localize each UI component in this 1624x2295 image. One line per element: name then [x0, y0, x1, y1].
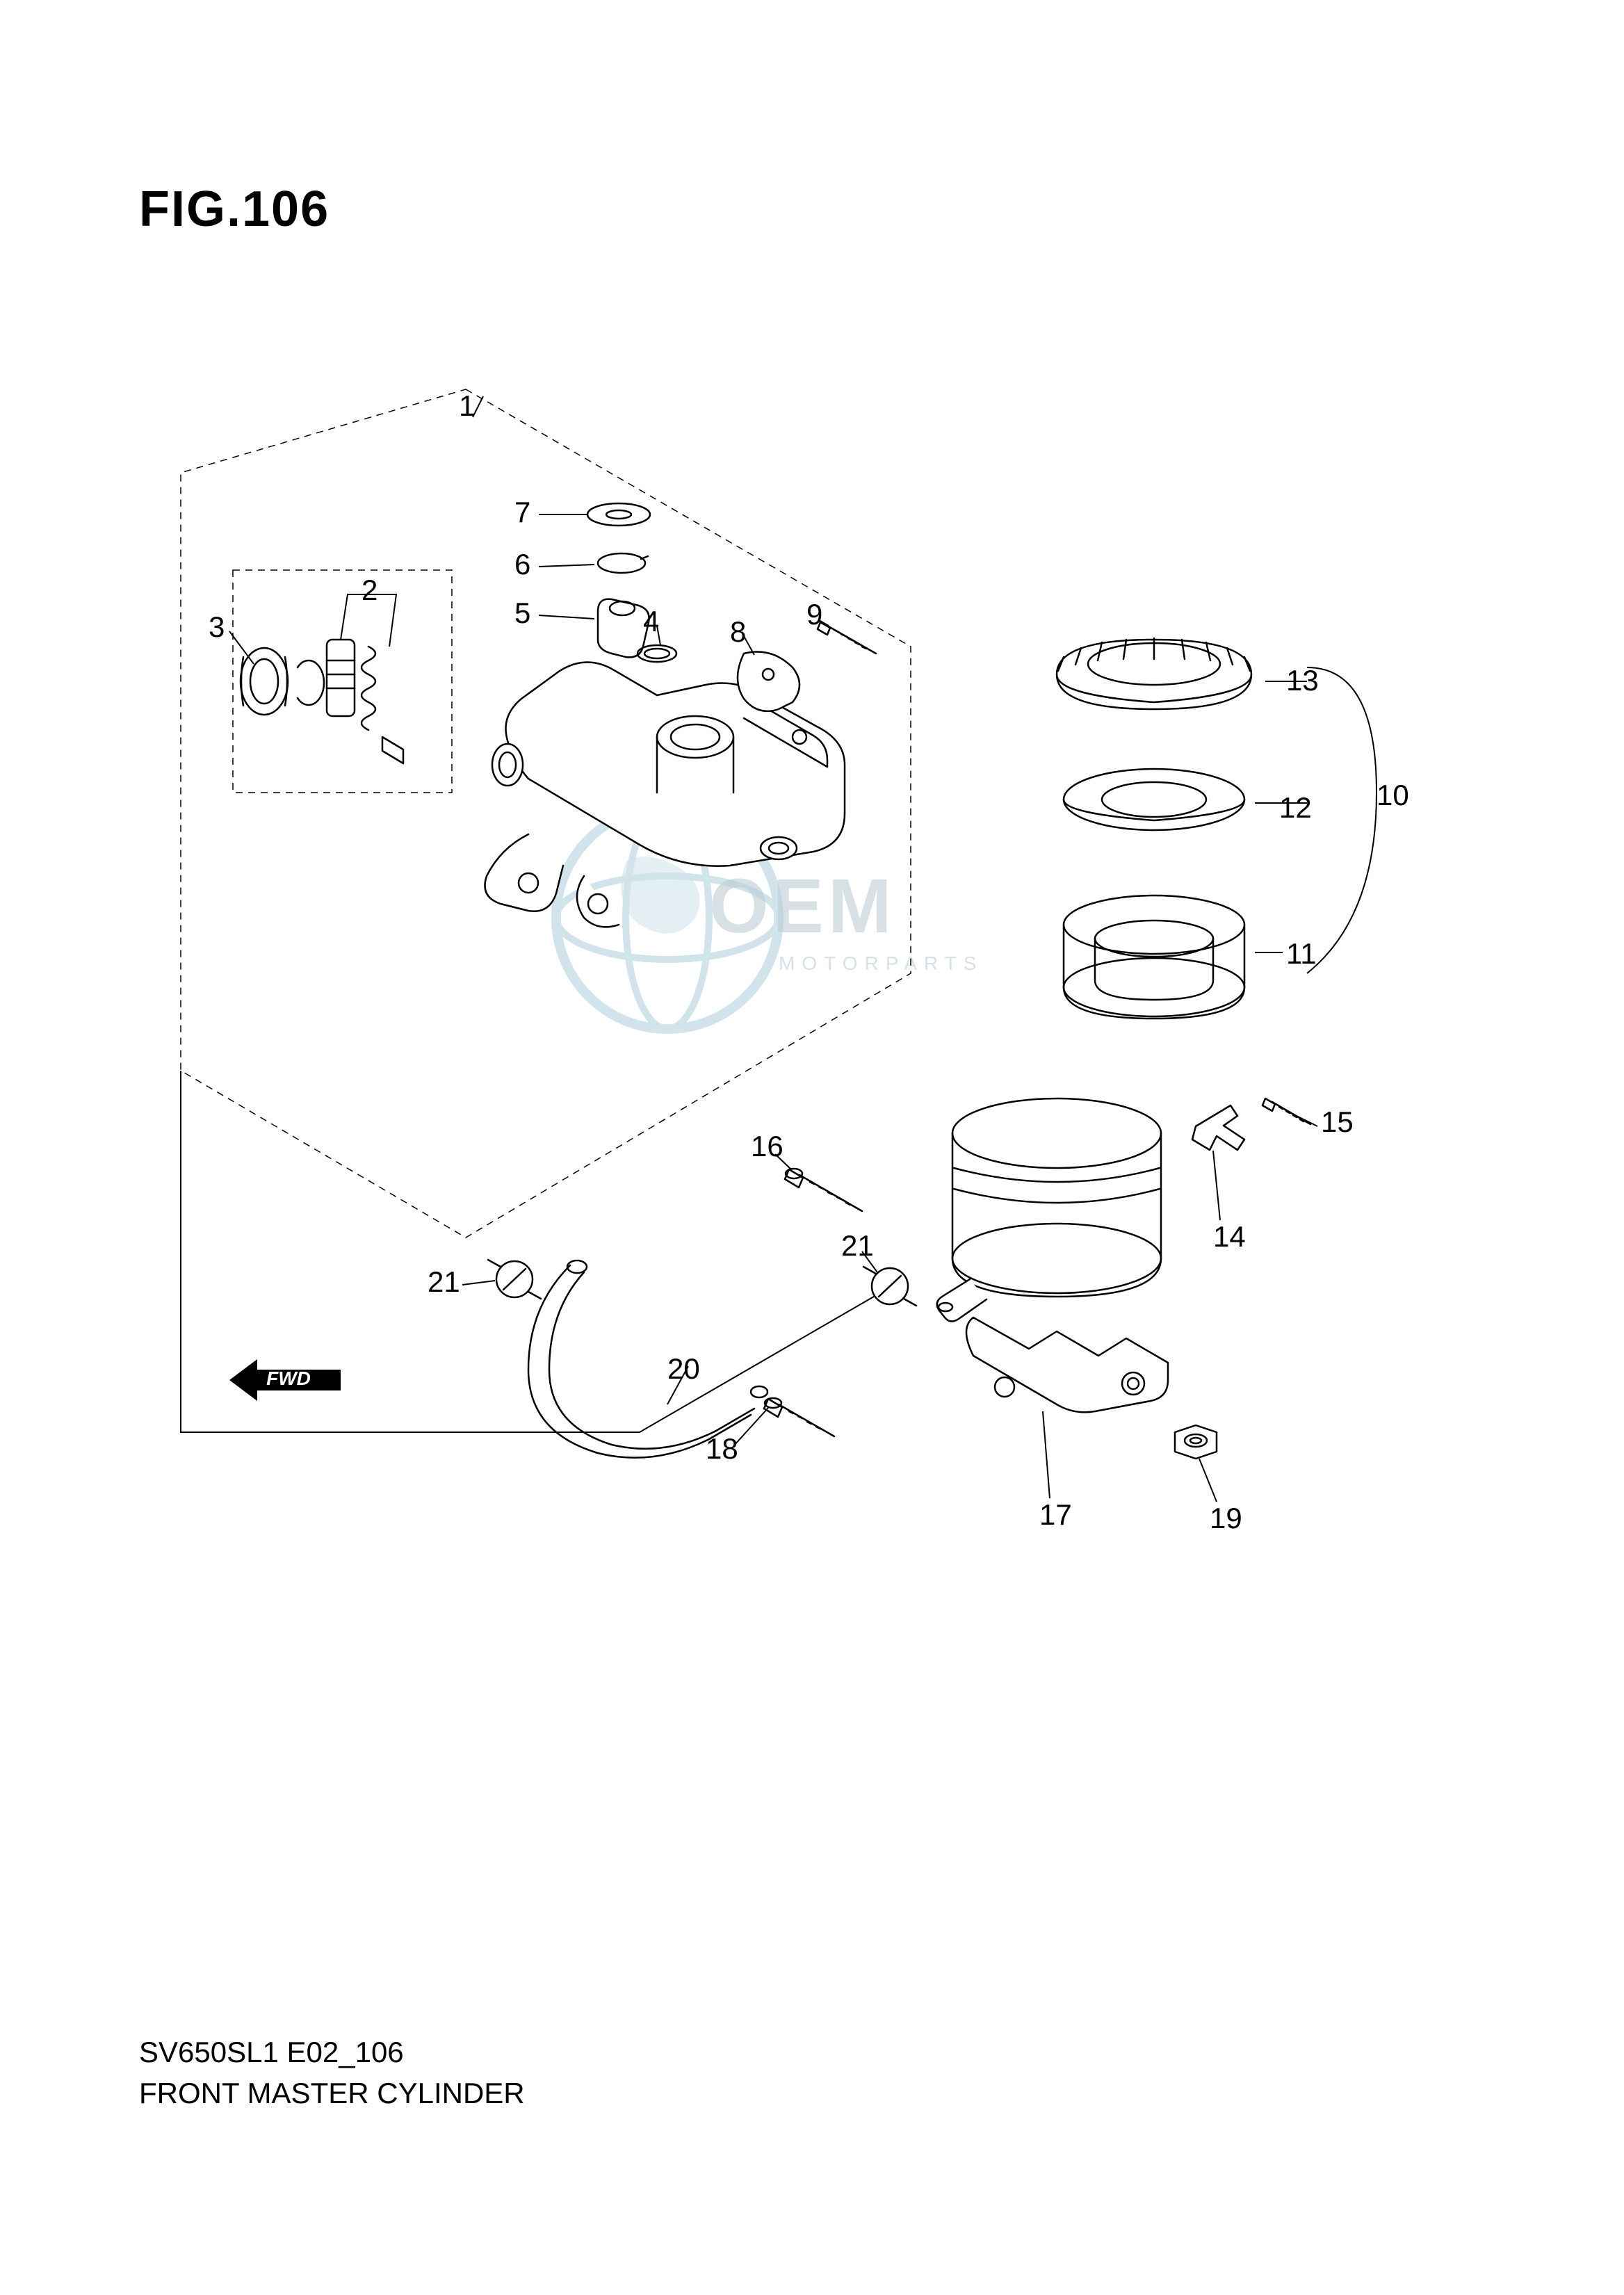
footer-code: SV650SL1 E02_106 [139, 2032, 525, 2073]
callout-12: 12 [1279, 791, 1312, 825]
callout-8: 8 [730, 615, 746, 649]
fwd-label-text: FWD [266, 1368, 311, 1389]
figure-footer: SV650SL1 E02_106 FRONT MASTER CYLINDER [139, 2032, 525, 2114]
callout-14: 14 [1213, 1220, 1246, 1254]
callout-3: 3 [209, 610, 225, 644]
callout-4: 4 [643, 605, 659, 638]
callout-11: 11 [1286, 937, 1317, 971]
callout-5: 5 [514, 597, 530, 630]
callout-20: 20 [667, 1352, 700, 1386]
callout-17: 17 [1039, 1498, 1072, 1532]
callout-6: 6 [514, 548, 530, 581]
page: FIG.106 OEM MOTORPARTS [0, 0, 1624, 2295]
callout-1: 1 [459, 389, 475, 423]
exploded-diagram: OEM MOTORPARTS [139, 348, 1460, 1877]
parts-svg [139, 348, 1460, 1877]
callout-15: 15 [1321, 1105, 1354, 1139]
callout-16: 16 [751, 1130, 783, 1163]
callout-9: 9 [806, 598, 822, 631]
callout-21a: 21 [428, 1265, 460, 1299]
callout-7: 7 [514, 496, 530, 529]
callout-13: 13 [1286, 664, 1319, 697]
callout-19: 19 [1210, 1502, 1242, 1535]
footer-title: FRONT MASTER CYLINDER [139, 2073, 525, 2114]
callout-21b: 21 [841, 1229, 874, 1263]
figure-title: FIG.106 [139, 181, 330, 238]
callout-2: 2 [362, 574, 377, 607]
callout-18: 18 [706, 1432, 738, 1466]
fwd-badge: FWD [222, 1349, 348, 1415]
callout-10: 10 [1377, 779, 1409, 812]
